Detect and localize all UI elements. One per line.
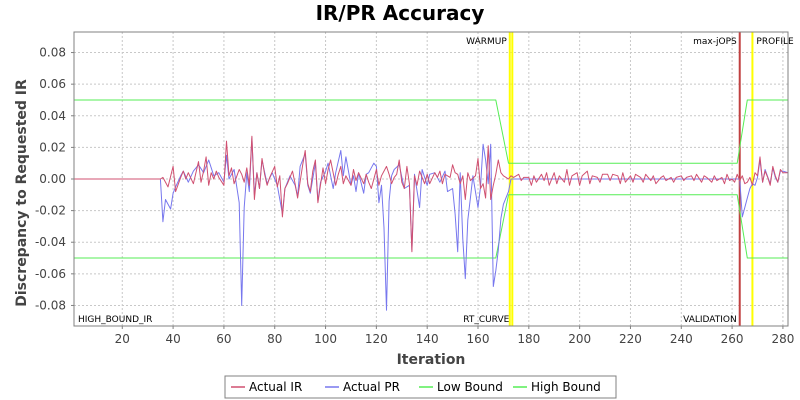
y-tick-label: 0.02 xyxy=(39,140,66,154)
x-tick-label: 120 xyxy=(365,332,388,346)
series-line-high-bound xyxy=(74,99,788,164)
y-axis-ticks: -0.08 -0.06 -0.04 -0.02 0.00 0.02 0.04 0.06 0.08 xyxy=(35,46,74,312)
marker-label: PROFILE xyxy=(756,37,794,47)
y-tick-label: -0.04 xyxy=(35,235,66,249)
y-tick-label: -0.06 xyxy=(35,267,66,281)
x-tick-label: 220 xyxy=(619,332,642,346)
y-tick-label: 0.00 xyxy=(39,172,66,186)
x-tick-label: 160 xyxy=(467,332,490,346)
y-tick-label: -0.02 xyxy=(35,204,66,218)
legend-item: Low Bound xyxy=(437,380,503,394)
y-axis-label: Discrepancy to Requested IR xyxy=(14,79,30,307)
legend-item: Actual PR xyxy=(343,380,400,394)
x-tick-label: 200 xyxy=(568,332,591,346)
series-lines xyxy=(74,99,789,311)
y-tick-label: 0.04 xyxy=(39,109,66,123)
x-tick-label: 20 xyxy=(115,332,130,346)
x-tick-label: 140 xyxy=(416,332,439,346)
marker-label: max-jOPS xyxy=(693,37,737,47)
legend-item: Actual IR xyxy=(249,380,302,394)
chart-title: IR/PR Accuracy xyxy=(316,1,485,25)
marker-label: RT_CURVE xyxy=(463,315,509,325)
x-tick-label: 280 xyxy=(771,332,794,346)
x-tick-label: 240 xyxy=(670,332,693,346)
event-markers: WARMUP RT_CURVE max-jOPS VALIDATION PROFILE H… xyxy=(78,32,794,326)
x-tick-label: 80 xyxy=(267,332,282,346)
legend: Actual IR Actual PR Low Bound High Bound xyxy=(224,375,617,399)
marker-label: HIGH_BOUND_IR xyxy=(78,315,152,325)
x-axis-ticks: 20 40 60 80 100 120 140 160 180 200 220 240 260 280 xyxy=(115,326,794,346)
y-tick-label: 0.06 xyxy=(39,77,66,91)
series-line-actual-ir xyxy=(74,135,788,253)
legend-item: High Bound xyxy=(531,380,601,394)
grid xyxy=(74,32,788,326)
y-tick-label: -0.08 xyxy=(35,298,66,312)
marker-label: VALIDATION xyxy=(683,315,737,325)
x-tick-label: 40 xyxy=(165,332,180,346)
x-tick-label: 100 xyxy=(314,332,337,346)
x-tick-label: 180 xyxy=(517,332,540,346)
marker-label: WARMUP xyxy=(466,37,507,47)
x-tick-label: 60 xyxy=(216,332,231,346)
series-line-actual-pr xyxy=(74,137,789,311)
x-axis-label: Iteration xyxy=(397,352,466,368)
x-tick-label: 260 xyxy=(721,332,744,346)
series-line-low-bound xyxy=(74,194,788,259)
y-tick-label: 0.08 xyxy=(39,46,66,60)
